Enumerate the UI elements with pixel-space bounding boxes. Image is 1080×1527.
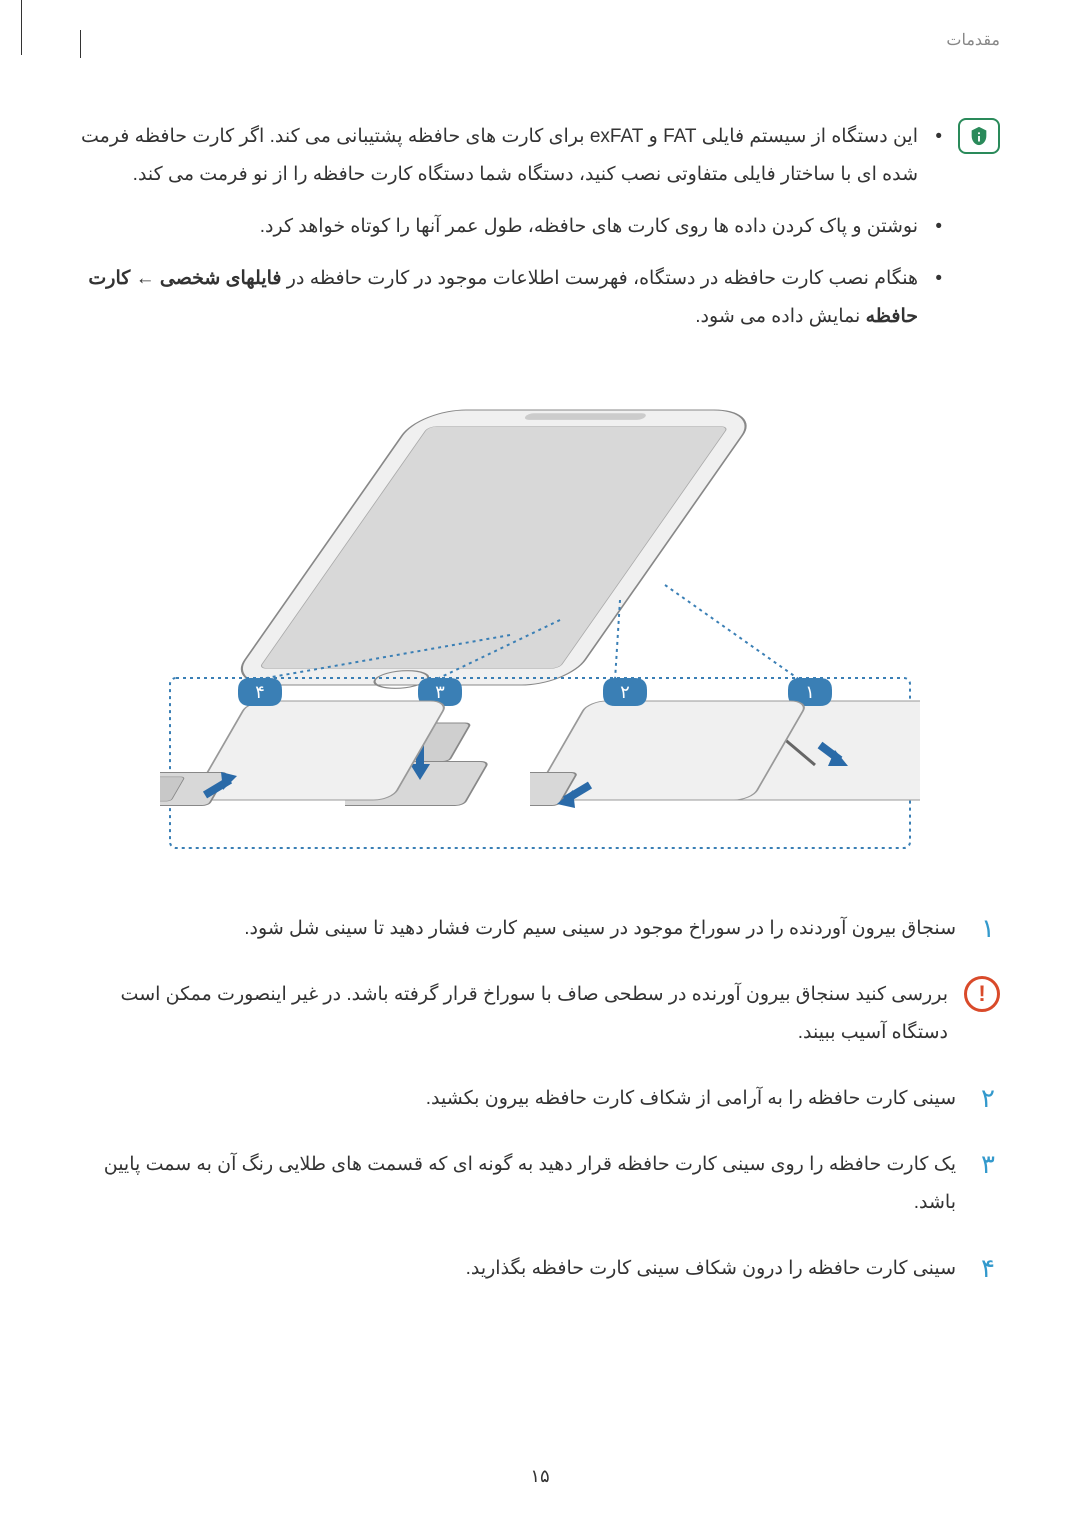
info-content: این دستگاه از سیستم فایلی FAT و exFAT بر… (80, 118, 942, 350)
section-title: مقدمات (946, 32, 1000, 49)
page-number: ۱۵ (530, 1466, 549, 1487)
step-4: ۴ سینی کارت حافظه را درون شکاف سینی کارت… (80, 1250, 1000, 1288)
info-callout: این دستگاه از سیستم فایلی FAT و exFAT بر… (80, 118, 1000, 350)
step-number: ۴ (976, 1250, 1000, 1286)
warning-icon: ! (964, 976, 1000, 1012)
info-bullet-1: این دستگاه از سیستم فایلی FAT و exFAT بر… (80, 118, 942, 194)
page-header: مقدمات (80, 30, 1000, 58)
info-bullet-3: هنگام نصب کارت حافظه در دستگاه، فهرست اط… (80, 260, 942, 336)
step-text: سنجاق بیرون آوردنده را در سوراخ موجود در… (80, 910, 956, 948)
step-1: ۱ سنجاق بیرون آوردنده را در سوراخ موجود … (80, 910, 1000, 948)
svg-text:۴: ۴ (255, 682, 265, 702)
svg-text:۳: ۳ (435, 682, 445, 702)
diagram-container: ۱ ۲ (80, 390, 1000, 870)
header-divider (21, 0, 22, 55)
info-icon (958, 118, 1000, 154)
step-text: یک کارت حافظه را روی سینی کارت حافظه قرا… (80, 1146, 956, 1222)
svg-text:۱: ۱ (805, 682, 815, 702)
warning-text: بررسی کنید سنجاق بیرون آورنده در سطحی صا… (80, 976, 948, 1052)
step-number: ۳ (976, 1146, 1000, 1182)
steps-list: ۱ سنجاق بیرون آوردنده را در سوراخ موجود … (80, 910, 1000, 1288)
step-number: ۲ (976, 1080, 1000, 1116)
step-number: ۱ (976, 910, 1000, 946)
step-text: سینی کارت حافظه را درون شکاف سینی کارت ح… (80, 1250, 956, 1288)
installation-diagram: ۱ ۲ (160, 390, 920, 870)
warning-callout: ! بررسی کنید سنجاق بیرون آورنده در سطحی … (80, 976, 1000, 1052)
svg-text:۲: ۲ (620, 682, 630, 702)
info-bullet-2: نوشتن و پاک کردن داده ها روی کارت های حا… (80, 208, 942, 246)
step-3: ۳ یک کارت حافظه را روی سینی کارت حافظه ق… (80, 1146, 1000, 1222)
step-2: ۲ سینی کارت حافظه را به آرامی از شکاف کا… (80, 1080, 1000, 1118)
step-text: سینی کارت حافظه را به آرامی از شکاف کارت… (80, 1080, 956, 1118)
